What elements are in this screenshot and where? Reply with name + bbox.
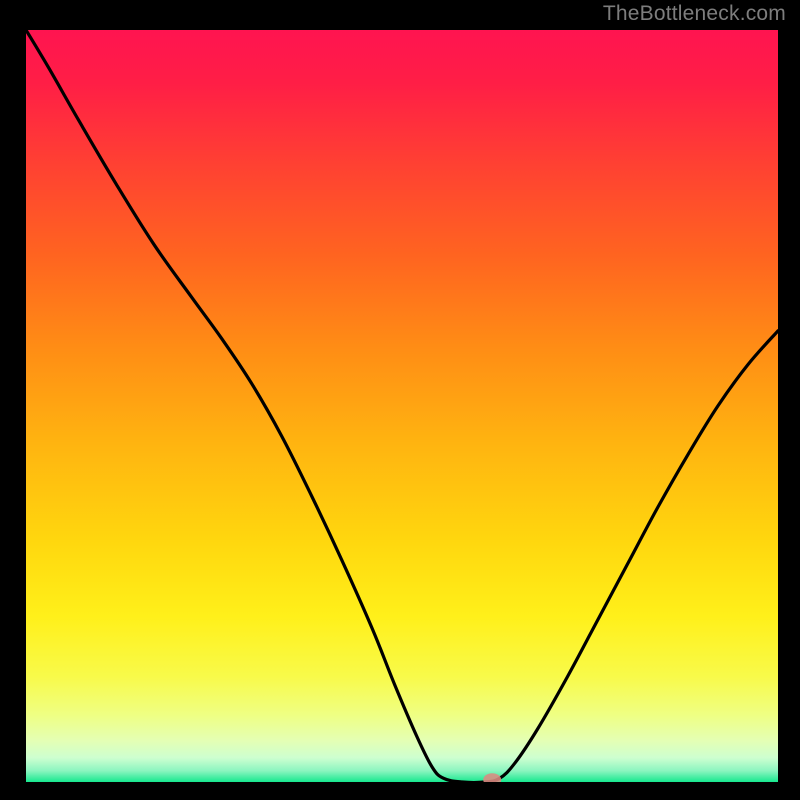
bottleneck-chart [26,30,778,782]
attribution-text: TheBottleneck.com [603,2,786,26]
chart-background [26,30,778,782]
chart-svg [26,30,778,782]
